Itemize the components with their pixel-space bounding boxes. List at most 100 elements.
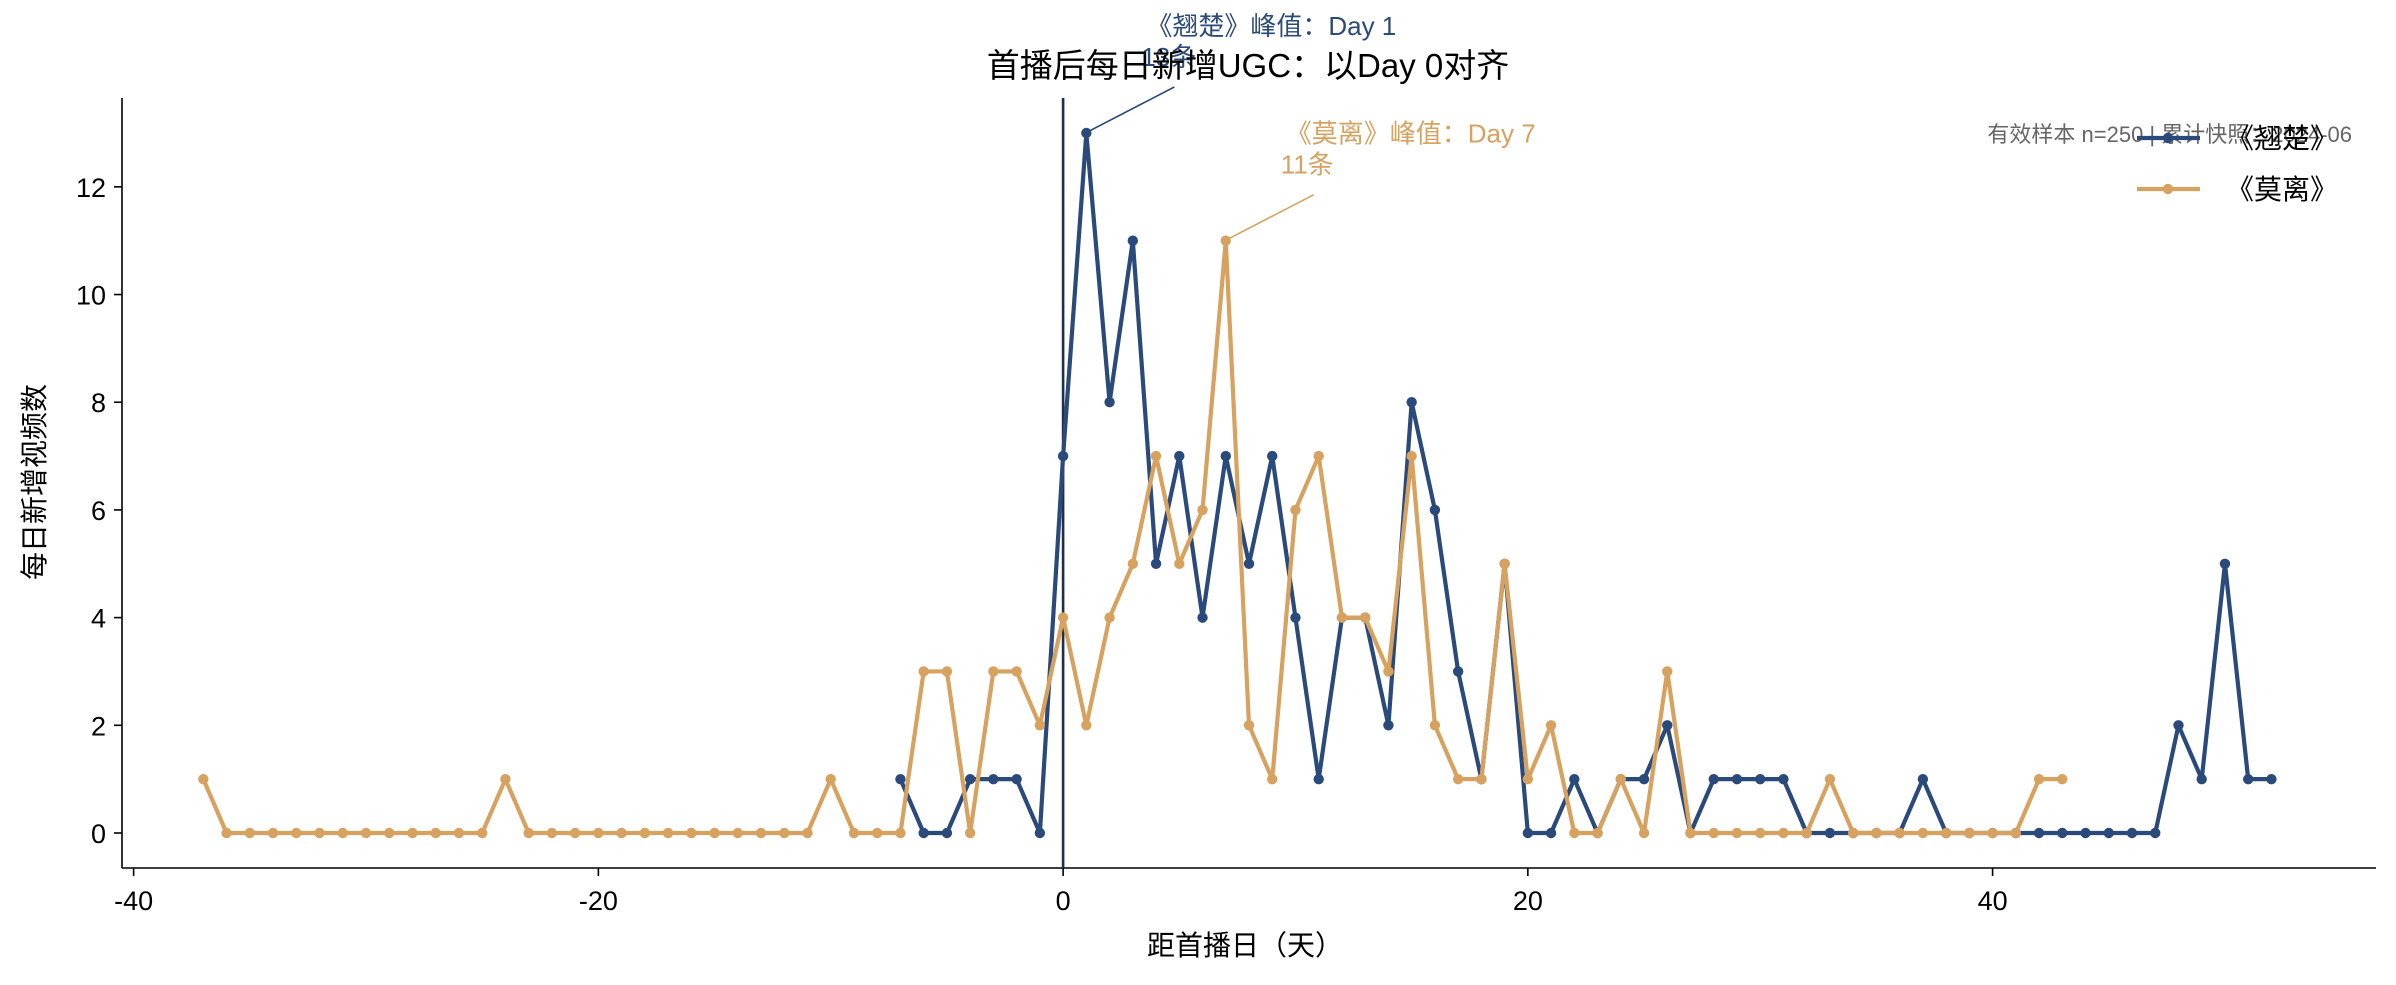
data-point [895, 773, 906, 785]
data-point [1104, 397, 1115, 408]
data-point [1406, 450, 1417, 462]
data-point [407, 827, 418, 839]
data-point [1569, 827, 1580, 839]
data-point [848, 827, 860, 839]
data-point [1569, 773, 1580, 785]
data-point [1824, 827, 1836, 839]
annotation-text: 《翘楚》峰值：Day 1 [1146, 11, 1396, 41]
data-point [872, 827, 883, 839]
data-point [988, 666, 999, 677]
data-point [941, 827, 953, 839]
data-point [1127, 235, 1139, 246]
data-point [2033, 827, 2045, 839]
data-point [1476, 773, 1487, 785]
y-axis-label: 每日新增视频数 [19, 384, 50, 580]
data-point [1824, 773, 1836, 785]
data-point [802, 827, 813, 839]
data-point [1313, 450, 1324, 462]
data-point [221, 827, 232, 839]
y-ticks: 0 2 4 6 8 10 12 [76, 173, 122, 849]
data-point [1917, 827, 1929, 839]
x-tick-label: 20 [1513, 886, 1543, 916]
legend-marker [2162, 183, 2174, 195]
data-point [1801, 827, 1812, 839]
data-point [616, 827, 627, 839]
data-point [1243, 720, 1255, 731]
annotation-leader [1228, 193, 1315, 240]
data-point [1778, 827, 1789, 839]
data-point [2242, 773, 2254, 785]
data-point [1894, 827, 1905, 839]
data-point [941, 666, 953, 677]
data-point [1964, 827, 1975, 839]
legend-marker [2162, 132, 2174, 144]
x-tick-label: -20 [579, 886, 618, 916]
data-point [1290, 504, 1301, 516]
data-point [1429, 720, 1441, 731]
data-point [709, 827, 720, 839]
data-point [732, 827, 743, 839]
legend-label: 《翘楚》 [2226, 123, 2338, 154]
data-point [593, 827, 604, 839]
data-point [1452, 666, 1464, 677]
series-layer [198, 127, 2277, 839]
data-point [964, 827, 976, 839]
data-point [1615, 773, 1626, 785]
data-point [1197, 504, 1208, 516]
data-point [2196, 773, 2207, 785]
data-point [314, 827, 325, 839]
data-point [1313, 773, 1324, 785]
data-point [430, 827, 441, 839]
data-point [2057, 773, 2068, 785]
data-point [1940, 827, 1952, 839]
y-tick-label: 10 [76, 281, 106, 311]
data-point [2080, 827, 2091, 839]
data-point [1731, 827, 1743, 839]
data-point [1708, 773, 1719, 785]
data-point [546, 827, 558, 839]
data-point [1871, 827, 1882, 839]
data-point [1011, 666, 1022, 677]
series-1 [895, 127, 2277, 839]
x-tick-label: 0 [1056, 886, 1071, 916]
data-point [360, 827, 372, 839]
data-point [1034, 827, 1046, 839]
data-point [2033, 773, 2045, 785]
data-point [988, 773, 999, 785]
data-point [1220, 235, 1231, 246]
data-point [918, 827, 929, 839]
data-point [569, 827, 581, 839]
data-point [1662, 720, 1673, 731]
data-point [384, 827, 395, 839]
chart-title: 首播后每日新增UGC：以Day 0对齐 [987, 47, 1510, 84]
data-point [1267, 450, 1278, 462]
data-point [2010, 827, 2022, 839]
data-point [1987, 827, 1998, 839]
annotation-value: 11条 [1281, 150, 1334, 180]
data-point [476, 827, 488, 839]
data-point [2126, 827, 2138, 839]
data-point [662, 827, 674, 839]
data-point [1545, 720, 1557, 731]
series-2 [198, 235, 2068, 839]
data-point [2057, 827, 2068, 839]
data-point [1662, 666, 1673, 677]
data-point [267, 827, 279, 839]
data-point [1057, 450, 1069, 462]
y-tick-label: 4 [91, 604, 106, 634]
data-point [1847, 827, 1859, 839]
data-point [337, 827, 348, 839]
y-tick-label: 0 [91, 819, 106, 849]
annotation-value: 13条 [1141, 42, 1196, 72]
data-point [1383, 666, 1394, 677]
y-tick-label: 8 [91, 388, 106, 418]
data-point [1592, 827, 1603, 839]
data-point [1150, 558, 1162, 569]
data-point [1197, 612, 1208, 623]
annotation-text: 《莫离》峰值：Day 7 [1286, 119, 1536, 149]
data-point [1383, 720, 1394, 731]
x-tick-label: -40 [114, 886, 153, 916]
data-point [755, 827, 767, 839]
data-point [1429, 504, 1441, 516]
